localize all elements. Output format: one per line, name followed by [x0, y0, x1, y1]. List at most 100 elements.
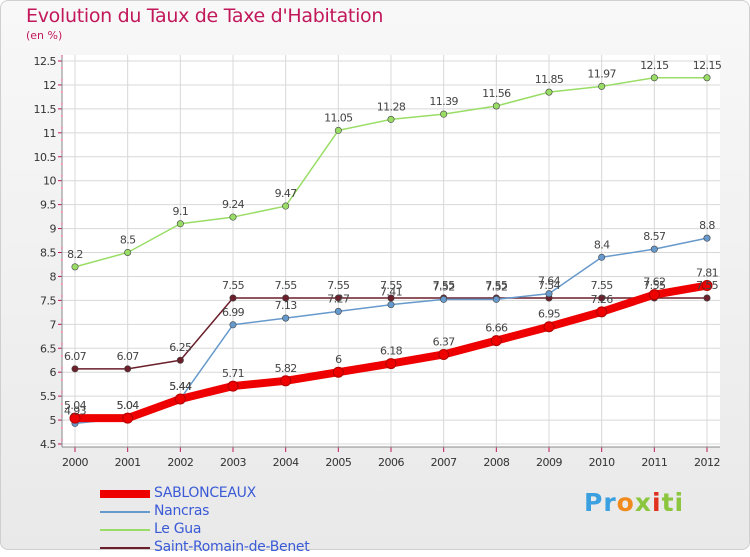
y-tick-label: 11	[43, 127, 56, 140]
data-label: 4.93	[64, 404, 87, 417]
data-label: 7.55	[643, 279, 666, 292]
legend-swatch	[100, 511, 150, 513]
data-label: 6.25	[169, 341, 192, 354]
data-label: 6.37	[433, 335, 456, 348]
x-tick-label: 2008	[483, 456, 509, 469]
legend-swatch	[100, 547, 150, 549]
data-point	[703, 294, 711, 302]
y-tick-label: 12	[43, 79, 56, 92]
data-label: 6.18	[380, 345, 403, 358]
data-point	[387, 294, 395, 302]
data-point	[385, 358, 397, 370]
y-tick-label: 7	[50, 318, 57, 331]
data-label: 11.28	[377, 100, 406, 113]
data-point	[703, 74, 711, 82]
data-point	[176, 356, 184, 364]
legend-label: Le Gua	[154, 521, 202, 537]
data-point	[596, 306, 608, 318]
x-tick-label: 2011	[641, 456, 667, 469]
y-tick-label: 6	[50, 366, 57, 379]
legend-label: Nancras	[154, 503, 210, 519]
data-label: 6.07	[64, 350, 87, 363]
y-tick-label: 9	[50, 223, 57, 236]
data-point	[334, 126, 342, 134]
data-label: 9.24	[222, 198, 245, 211]
data-point	[124, 365, 132, 373]
proxiti-logo: Proxiti	[584, 488, 685, 517]
data-point	[703, 234, 711, 242]
data-label: 7.55	[222, 279, 245, 292]
legend-label: SABLONCEAUX	[154, 485, 256, 501]
data-point	[492, 295, 500, 303]
data-label: 7.41	[380, 286, 402, 299]
data-point	[176, 220, 184, 228]
data-label: 8.4	[594, 238, 610, 251]
data-point	[227, 380, 239, 392]
data-label: 11.97	[587, 67, 616, 80]
x-tick-label: 2009	[536, 456, 562, 469]
data-label: 7.64	[538, 275, 561, 288]
x-tick-label: 2000	[62, 456, 88, 469]
data-label: 6	[335, 353, 342, 366]
data-label: 7.27	[327, 292, 350, 305]
data-label: 11.56	[482, 87, 511, 100]
x-tick-label: 2010	[589, 456, 615, 469]
y-tick-label: 10.5	[34, 151, 57, 164]
data-point	[229, 213, 237, 221]
data-label: 8.8	[699, 219, 715, 232]
data-point	[334, 294, 342, 302]
data-label: 5.04	[64, 399, 87, 412]
x-tick-label: 2002	[167, 456, 193, 469]
data-point	[282, 314, 290, 322]
data-label: 5.04	[117, 399, 140, 412]
data-point	[490, 335, 502, 347]
y-tick-label: 5	[50, 414, 57, 427]
data-label: 7.55	[380, 279, 403, 292]
data-point	[174, 393, 186, 405]
data-point	[598, 294, 606, 302]
data-label: 7.55	[696, 279, 719, 292]
data-point	[124, 249, 132, 257]
data-label: 6.07	[117, 350, 140, 363]
y-tick-label: 4.5	[40, 438, 56, 451]
y-tick-label: 8.5	[40, 247, 56, 260]
x-tick-label: 2001	[115, 456, 141, 469]
data-label: 7.62	[643, 276, 665, 289]
data-label: 7.13	[275, 299, 298, 312]
data-label: 7.52	[433, 280, 455, 293]
data-label: 11.39	[429, 95, 458, 108]
data-label: 7.55	[591, 279, 614, 292]
data-point	[440, 110, 448, 118]
data-label: 7.54	[538, 279, 561, 292]
data-point	[229, 294, 237, 302]
x-tick-label: 2006	[378, 456, 404, 469]
data-label: 7.55	[485, 279, 508, 292]
data-point	[122, 412, 134, 424]
data-label: 7.55	[275, 279, 298, 292]
data-point	[280, 375, 292, 387]
data-point	[438, 348, 450, 360]
data-point	[648, 289, 660, 301]
y-tick-label: 7.5	[40, 294, 56, 307]
data-label: 12.15	[640, 59, 669, 72]
y-tick-label: 5.5	[40, 390, 56, 403]
data-point	[332, 366, 344, 378]
data-label: 8.57	[643, 230, 666, 243]
y-tick-label: 11.5	[34, 103, 57, 116]
data-label: 8.2	[67, 248, 83, 261]
y-tick-label: 6.5	[40, 342, 56, 355]
data-point	[492, 102, 500, 110]
data-label: 5.04	[117, 399, 140, 412]
legend-label: Saint-Romain-de-Benet	[154, 539, 310, 555]
data-point	[545, 88, 553, 96]
data-label: 7.55	[327, 279, 350, 292]
data-label: 7.52	[485, 280, 507, 293]
data-point	[598, 82, 606, 90]
y-tick-label: 8	[50, 270, 57, 283]
data-point	[387, 115, 395, 123]
legend-swatch	[100, 490, 150, 498]
data-label: 7.81	[696, 267, 718, 280]
unit-label: (en %)	[26, 29, 63, 42]
data-point	[387, 301, 395, 309]
